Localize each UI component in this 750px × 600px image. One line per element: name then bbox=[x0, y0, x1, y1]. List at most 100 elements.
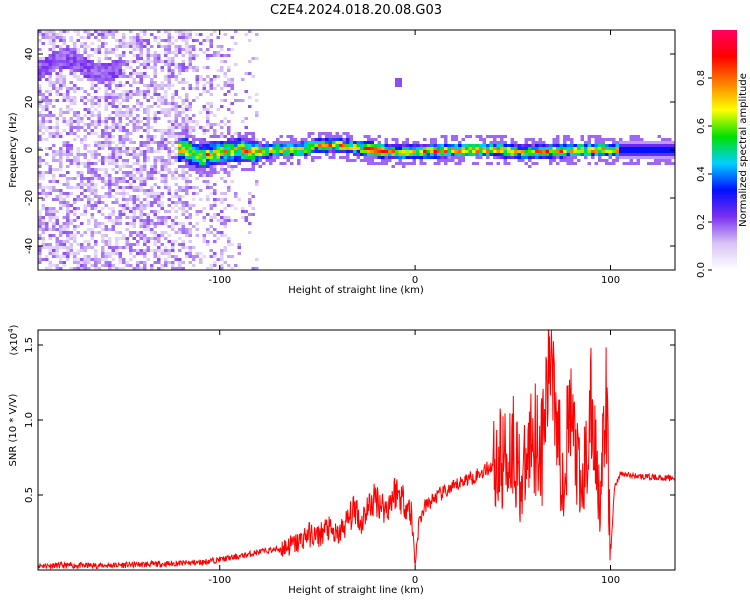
spectrogram-cell bbox=[171, 156, 175, 159]
spectrogram-cell bbox=[412, 150, 416, 153]
spectrogram-cell bbox=[185, 126, 189, 129]
spectrogram-cell bbox=[104, 30, 108, 33]
spectrogram-cell bbox=[195, 228, 199, 231]
spectrogram-cell bbox=[171, 249, 175, 252]
spectrogram-cell bbox=[150, 222, 154, 225]
spectrogram-cell bbox=[538, 153, 542, 156]
spectrogram-cell bbox=[76, 258, 80, 261]
spectrogram-cell bbox=[339, 144, 343, 147]
spectrogram-cell bbox=[62, 141, 66, 144]
spectrogram-cell bbox=[664, 150, 668, 153]
spectrogram-cell bbox=[45, 72, 49, 75]
spectrogram-cell bbox=[255, 147, 259, 150]
spectrogram-cell bbox=[48, 42, 52, 45]
spectrogram-cell bbox=[276, 153, 280, 156]
spectrogram-cell bbox=[668, 162, 672, 165]
spectrogram-cell bbox=[129, 186, 133, 189]
spectrogram-cell bbox=[80, 87, 84, 90]
spectrogram-cell bbox=[531, 153, 535, 156]
spectrogram-cell bbox=[153, 237, 157, 240]
spectrogram-cell bbox=[146, 249, 150, 252]
spectrogram-cell bbox=[171, 162, 175, 165]
spectrogram-cell bbox=[83, 210, 87, 213]
spectrogram-cell bbox=[108, 195, 112, 198]
spectrogram-cell bbox=[251, 57, 255, 60]
spectrogram-cell bbox=[101, 168, 105, 171]
spectrogram-cell bbox=[48, 237, 52, 240]
spectrogram-cell bbox=[132, 48, 136, 51]
spectrogram-cell bbox=[612, 153, 616, 156]
snr-panel: -100 0 100 0.51.01.5 Height of straight li… bbox=[7, 324, 676, 596]
spectrogram-cell bbox=[52, 264, 56, 267]
spectrogram-cell bbox=[94, 96, 98, 99]
spectrogram-cell bbox=[171, 63, 175, 66]
spectrogram-cell bbox=[90, 33, 94, 36]
spectrogram-cell bbox=[199, 150, 203, 153]
spectrogram-cell bbox=[118, 252, 122, 255]
spectrogram-cell bbox=[139, 105, 143, 108]
spectrogram-cell bbox=[108, 219, 112, 222]
spectrogram-cell bbox=[216, 231, 220, 234]
spectrogram-cell bbox=[636, 159, 640, 162]
spectrogram-cell bbox=[440, 156, 444, 159]
spectrogram-cell bbox=[66, 150, 70, 153]
spectrogram-cell bbox=[486, 147, 490, 150]
spectrogram-cell bbox=[325, 144, 329, 147]
spectrogram-cell bbox=[199, 165, 203, 168]
spectrogram-cell bbox=[52, 135, 56, 138]
spectrogram-cell bbox=[412, 141, 416, 144]
spectrogram-cell bbox=[321, 138, 325, 141]
spectrogram-cell bbox=[97, 60, 101, 63]
spectrogram-cell bbox=[97, 117, 101, 120]
spectrogram-cell bbox=[318, 156, 322, 159]
spectrogram-cell bbox=[185, 144, 189, 147]
spectrogram-cell bbox=[178, 147, 182, 150]
spectrogram-cell bbox=[178, 174, 182, 177]
spectrogram-cell bbox=[146, 258, 150, 261]
spectrogram-cell bbox=[164, 237, 168, 240]
spectrogram-cell bbox=[164, 138, 168, 141]
spectrogram-cell bbox=[227, 186, 231, 189]
spectrogram-cell bbox=[538, 147, 542, 150]
spectrogram-cell bbox=[251, 132, 255, 135]
spectrogram-cell bbox=[59, 174, 63, 177]
spectrogram-cell bbox=[164, 261, 168, 264]
spectrogram-cell bbox=[220, 165, 224, 168]
spectrogram-cell bbox=[255, 258, 259, 261]
spectrogram-cell bbox=[178, 36, 182, 39]
spectrogram-cell bbox=[69, 69, 73, 72]
spectrogram-cell bbox=[104, 66, 108, 69]
spectrogram-cell bbox=[87, 243, 91, 246]
spectrogram-cell bbox=[94, 255, 98, 258]
spectrogram-cell bbox=[125, 135, 129, 138]
spectrogram-cell bbox=[45, 30, 49, 33]
spectrogram-cell bbox=[531, 162, 535, 165]
spectrogram-cell bbox=[129, 252, 133, 255]
spectrogram-cell bbox=[136, 159, 140, 162]
spectrogram-cell bbox=[146, 189, 150, 192]
spectrogram-cell bbox=[444, 156, 448, 159]
spectrogram-cell bbox=[605, 153, 609, 156]
spectrogram-cell bbox=[38, 84, 42, 87]
spectrogram-cell bbox=[150, 66, 154, 69]
spectrogram-cell bbox=[55, 159, 59, 162]
spectrogram-cell bbox=[69, 150, 73, 153]
spectrogram-cell bbox=[220, 48, 224, 51]
spectrogram-cell bbox=[41, 159, 45, 162]
spectrogram-cell bbox=[178, 51, 182, 54]
spectrogram-cell bbox=[87, 186, 91, 189]
spectrogram-cell bbox=[255, 159, 259, 162]
spectrogram-cell bbox=[251, 156, 255, 159]
spectrogram-cell bbox=[108, 255, 112, 258]
spectrogram-cell bbox=[241, 210, 245, 213]
spectrogram-cell bbox=[195, 252, 199, 255]
spectrogram-cell bbox=[563, 153, 567, 156]
spectrogram-cell bbox=[206, 174, 210, 177]
spectrogram-cell bbox=[237, 135, 241, 138]
spectrogram-cell bbox=[657, 147, 661, 150]
spectrogram-cell bbox=[48, 180, 52, 183]
spectrogram-cell bbox=[178, 72, 182, 75]
spectrogram-cell bbox=[622, 150, 626, 153]
spectrogram-cell bbox=[129, 114, 133, 117]
